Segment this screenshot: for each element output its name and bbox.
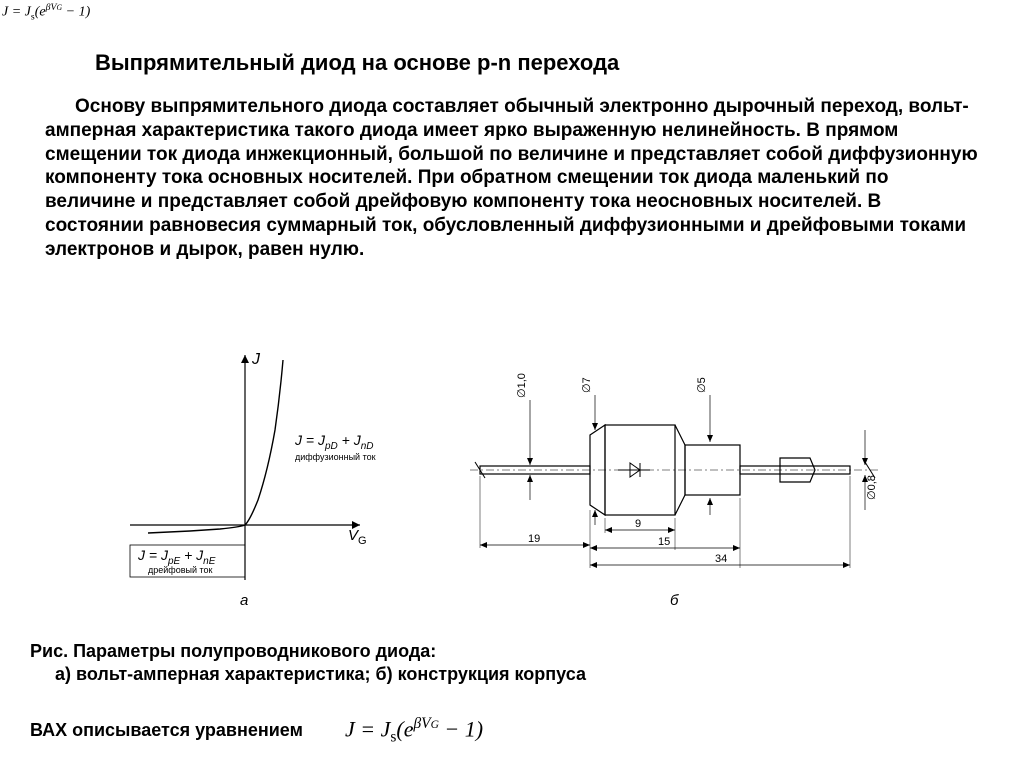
dim-d2: ∅7 [581,377,593,393]
iv-curve [148,360,283,533]
dim-l1: 19 [528,533,540,545]
y-axis-label: J [251,351,261,368]
eq-forward-note: диффузионный ток [295,452,376,462]
dim-l2: 9 [635,518,641,530]
x-axis-label: VG [348,527,367,547]
panel-b-label: б [670,592,679,609]
figure-caption: Рис. Параметры полупроводникового диода:… [30,640,586,687]
panel-b: ∅1,0 ∅7 ∅5 ∅0,8 [470,373,880,609]
eq-G: G [431,719,439,731]
eq-J: J [345,716,355,741]
eq-V: V [421,715,430,732]
eq-forward: J = JpD + JnD [294,432,374,452]
eq-reverse-note: дрейфовый ток [148,565,213,575]
body-paragraph: Основу выпрямительного диода составляет … [45,95,980,261]
panel-a: J VG J = JpD + JnD диффузионный ток J = … [130,351,376,609]
panel-a-label: а [240,592,248,609]
equation-label: ВАХ описывается уравнением [30,720,303,741]
formula-top: J = Js(eβVG − 1) [2,2,90,22]
caption-line1: Рис. Параметры полупроводникового диода: [30,641,436,661]
eq-tail: − 1) [439,716,483,741]
eq-Js: J [381,716,391,741]
figure-svg: J VG J = JpD + JnD диффузионный ток J = … [100,340,920,610]
eq-beta: β [413,715,421,732]
dim-d4: ∅0,8 [866,475,878,500]
dim-d1: ∅1,0 [516,373,528,398]
dim-l4: 34 [715,553,727,565]
eq-reverse: J = JpE + JnE [137,547,216,567]
eq-s: s [390,729,396,746]
page-title: Выпрямительный диод на основе p-n перехо… [95,50,619,76]
body-text: Основу выпрямительного диода составляет … [45,96,978,260]
caption-line2: а) вольт-амперная характеристика; б) кон… [55,664,586,684]
equation-formula: J = Js(eβVG − 1) [345,715,483,747]
dim-d3: ∅5 [696,377,708,393]
figure-area: J VG J = JpD + JnD диффузионный ток J = … [100,340,920,610]
dim-l3: 15 [658,536,670,548]
